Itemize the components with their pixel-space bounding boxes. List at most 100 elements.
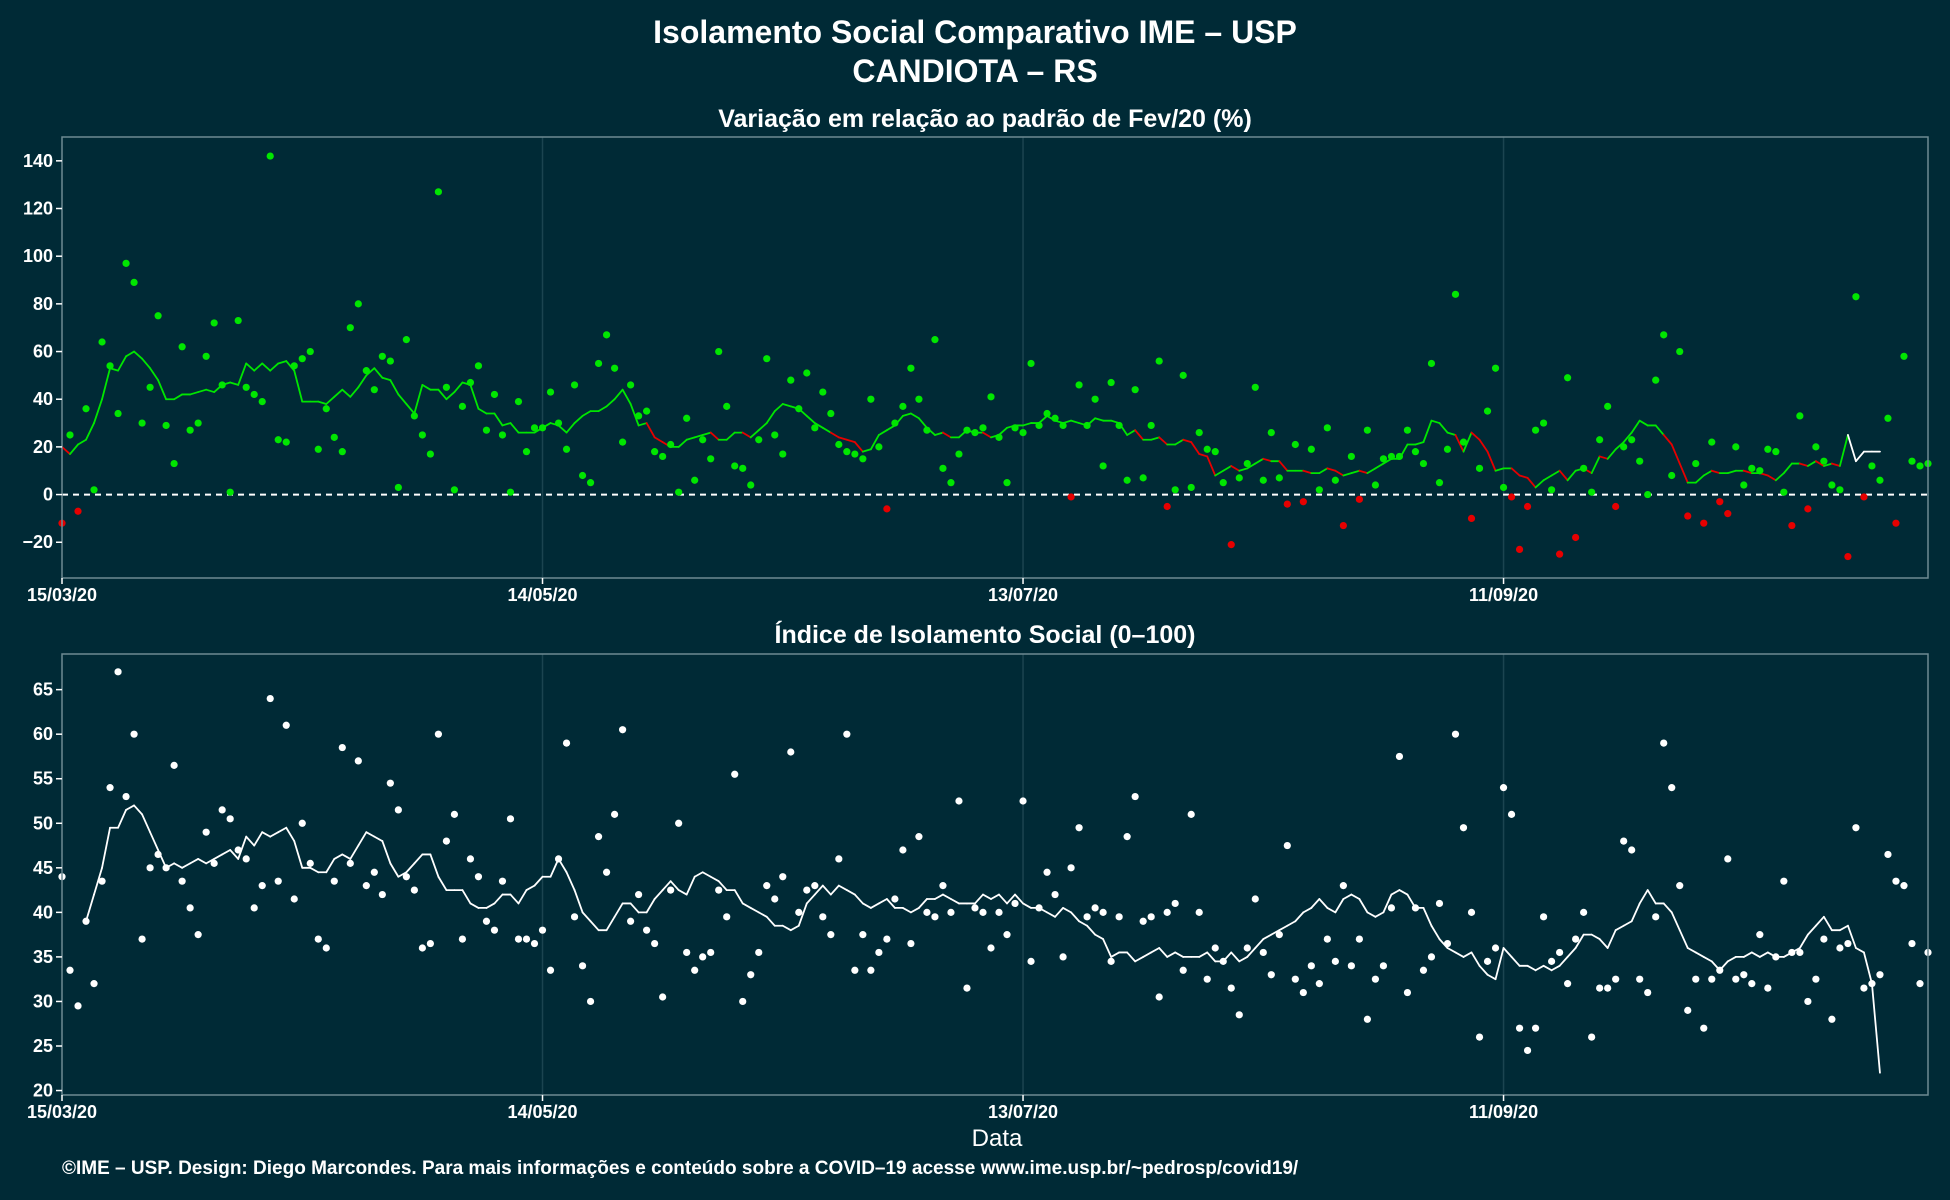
variation-moving-average-segment [573,415,584,424]
variation-moving-average-segment [133,350,143,360]
variation-data-point [466,378,475,387]
variation-data-point [1612,502,1620,511]
variation-data-point [923,426,931,434]
variation-data-point [1003,479,1011,487]
variation-data-point [562,445,571,453]
variation-moving-average-segment [1230,465,1241,472]
variation-data-point [1491,364,1500,372]
variation-data-point [1323,424,1331,432]
index-data-point [1692,975,1700,983]
index-moving-average-segment [813,884,824,896]
variation-moving-average-segment [1318,467,1329,475]
index-data-point [915,833,923,841]
variation-moving-average-segment [757,422,768,432]
variation-moving-average-segment [1430,419,1441,424]
variation-data-point [1716,498,1724,506]
variation-moving-average-segment [101,367,111,401]
index-moving-average-segment [1542,964,1553,972]
variation-moving-average-segment [869,434,880,451]
index-moving-average-segment [1286,920,1297,927]
index-data-point [619,726,627,734]
variation-y-tick-label: 20 [33,437,53,457]
variation-data-point [1483,407,1492,415]
index-moving-average-segment [93,866,103,896]
index-moving-average-segment [253,831,264,847]
variation-data-point [74,507,82,515]
variation-data-point [1868,462,1876,470]
variation-moving-average-segment [805,415,816,424]
index-data-point [1259,948,1267,957]
index-data-point [1612,975,1620,983]
variation-data-point [619,438,627,446]
index-data-point [266,694,274,703]
variation-moving-average-segment [469,384,480,410]
variation-data-point [1564,374,1572,382]
index-data-point [354,757,362,765]
variation-moving-average-segment [1206,455,1217,477]
index-data-point [827,931,835,939]
index-y-tick-label: 60 [33,724,53,744]
index-data-point [867,966,875,974]
variation-moving-average-segment [197,388,208,393]
variation-moving-average-segment [1070,419,1080,424]
index-moving-average-segment [1070,911,1080,923]
index-data-point [1475,1033,1484,1041]
index-data-point [282,721,290,729]
index-y-tick-label: 35 [33,947,53,967]
variation-moving-average-segment [653,436,664,444]
variation-data-point [1355,495,1363,503]
variation-moving-average-segment [1566,469,1577,482]
index-moving-average-segment [1398,889,1409,896]
index-data-point [1411,904,1420,912]
index-moving-average-segment [934,893,944,900]
variation-moving-average-segment [85,422,95,441]
index-moving-average-segment [805,893,816,905]
variation-data-point [394,483,402,492]
variation-moving-average-segment [1774,472,1785,482]
variation-moving-average-segment [910,412,920,420]
index-y-tick-label: 65 [33,680,53,700]
variation-data-point [1884,414,1892,422]
variation-data-point [578,471,587,480]
index-moving-average-segment [1078,920,1088,927]
index-moving-average-segment [1822,915,1833,932]
variation-data-point [186,426,194,434]
index-moving-average-segment [1662,902,1673,914]
variation-moving-average-segment [325,395,336,405]
index-data-point [1588,1033,1596,1041]
variation-data-point [1107,378,1115,387]
index-data-point [122,792,130,801]
index-data-point [1604,984,1612,992]
index-moving-average-segment [581,911,592,923]
variation-data-point [586,479,595,487]
variation-moving-average-segment [998,426,1008,436]
variation-data-point [354,300,362,308]
index-data-point [1027,957,1035,965]
index-moving-average-segment [245,835,256,847]
variation-moving-average-segment [245,362,256,372]
index-data-point [1844,939,1852,948]
index-data-point [594,833,603,841]
variation-data-point [755,436,763,444]
index-moving-average-segment [1606,929,1617,949]
index-moving-average-segment [685,875,696,896]
variation-data-point [122,259,130,267]
index-data-point [1275,931,1283,939]
index-moving-average-segment [1206,951,1217,963]
variation-moving-average-segment [1518,474,1529,479]
variation-data-point [1572,533,1580,542]
variation-data-point [1467,514,1476,523]
variation-data-point [1259,476,1267,484]
variation-moving-average-segment [349,386,360,398]
variation-data-point [1395,452,1404,461]
index-moving-average-segment [1863,951,1873,985]
variation-moving-average-segment [1822,462,1833,467]
variation-moving-average-segment [1638,419,1649,427]
variation-data-point [659,452,667,461]
variation-data-point [82,405,90,413]
index-data-point [939,882,947,890]
variation-data-point [971,428,979,437]
variation-data-point [386,357,394,365]
variation-data-point [683,414,691,422]
variation-data-point [1427,359,1436,368]
